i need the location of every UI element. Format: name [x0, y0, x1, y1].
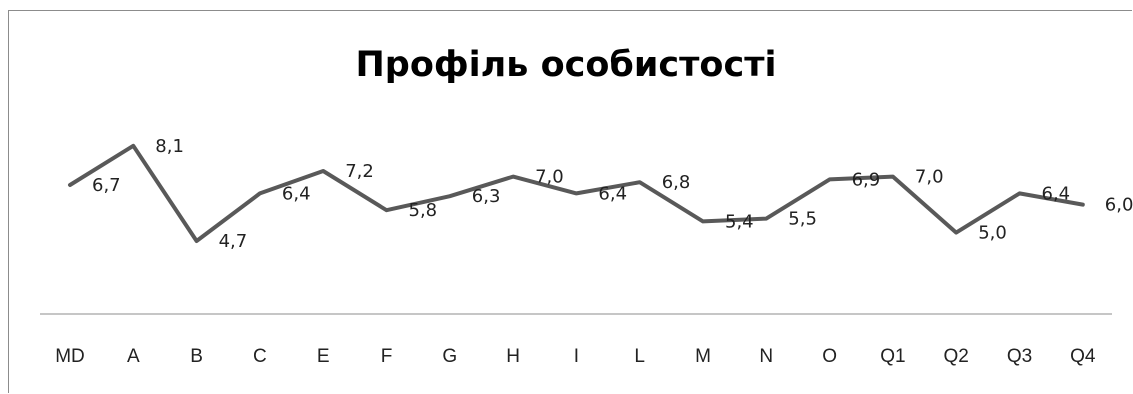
data-label: 6,7: [92, 175, 121, 196]
x-tick-label: M: [695, 346, 711, 367]
x-tick-label: Q3: [1007, 346, 1032, 367]
x-tick-label: Q4: [1070, 346, 1096, 367]
x-tick-label: C: [253, 346, 267, 367]
data-label: 7,0: [915, 167, 944, 188]
x-tick-label: F: [381, 346, 393, 367]
x-tick-label: E: [317, 346, 330, 367]
x-axis-tick-labels: MD A B C E F G H I L M N O Q1 Q2 Q3 Q4: [55, 346, 1096, 367]
x-tick-label: Q1: [880, 346, 905, 367]
x-tick-label: A: [127, 346, 140, 367]
data-label: 4,7: [219, 231, 248, 252]
data-label: 6,3: [472, 186, 501, 207]
x-tick-label: MD: [55, 346, 85, 367]
data-label: 5,5: [788, 209, 817, 230]
data-label: 8,1: [155, 136, 184, 157]
x-tick-label: G: [442, 346, 457, 367]
x-tick-label: N: [759, 346, 773, 367]
chart-title: Профіль особистості: [356, 45, 777, 85]
data-label: 6,4: [598, 183, 627, 204]
chart-frame: [8, 10, 1132, 393]
data-label: 5,4: [725, 211, 754, 232]
series-line: [68, 143, 1085, 243]
x-tick-label: B: [190, 346, 203, 367]
data-label: 5,0: [978, 223, 1007, 244]
data-label: 5,8: [409, 200, 438, 221]
x-tick-label: L: [634, 346, 645, 367]
data-label: 6,9: [852, 169, 881, 190]
data-label: 6,4: [282, 183, 311, 204]
data-label: 7,2: [345, 161, 374, 182]
x-tick-label: I: [574, 346, 579, 367]
x-tick-label: O: [822, 346, 837, 367]
x-tick-label: H: [506, 346, 520, 367]
data-label: 6,8: [662, 172, 691, 193]
data-label: 6,4: [1042, 183, 1071, 204]
x-tick-label: Q2: [944, 346, 969, 367]
data-labels: 6,7 8,1 4,7 6,4 7,2 5,8 6,3 7,0 6,4 6,8 5,4 5,5 6,9 7…: [92, 136, 1133, 252]
data-label: 6,0: [1105, 195, 1133, 216]
data-label: 7,0: [535, 167, 564, 188]
